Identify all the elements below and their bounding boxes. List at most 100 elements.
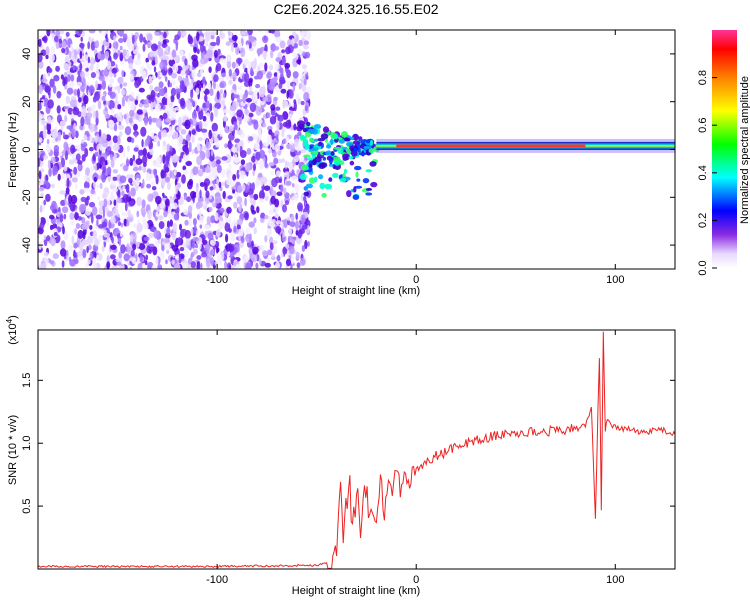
spectrogram-noise-blob [266, 221, 269, 227]
spectrogram-noise-blob [232, 71, 237, 81]
y-multiplier-label: (x104) [5, 315, 19, 345]
spectrogram-noise-blob [191, 135, 195, 144]
spectrogram-noise-blob [250, 67, 253, 76]
spectrogram-noise-blob [199, 182, 205, 187]
spectrogram-transition-blob [299, 135, 307, 140]
spectrogram-noise-blob [99, 182, 103, 190]
spectrogram-noise-blob [172, 222, 177, 233]
spectrogram-noise-blob [77, 229, 84, 239]
spectrogram-noise-blob [199, 189, 202, 199]
spectrogram-noise-blob [55, 65, 60, 72]
spectrogram-noise-blob [69, 259, 76, 267]
spectrogram-noise-blob [172, 244, 179, 252]
spectrogram-transition-blob [338, 139, 345, 144]
spectrogram-noise-blob [199, 210, 202, 217]
spectrogram-transition-blob [329, 157, 333, 165]
top-x-tick-label: -100 [206, 274, 228, 286]
spectrogram-noise-blob [292, 71, 299, 79]
spectrogram-noise-blob [214, 102, 221, 110]
spectrogram-noise-blob [285, 160, 288, 170]
spectrogram-noise-blob [118, 38, 124, 43]
spectrogram-noise-blob [169, 156, 173, 163]
spectrogram-noise-blob [64, 72, 68, 77]
spectrogram-noise-blob [128, 177, 133, 184]
spectrogram-noise-blob [196, 261, 201, 269]
spectrogram-noise-blob [191, 242, 196, 249]
spectrogram-noise-blob [169, 170, 172, 179]
spectrogram-noise-blob [78, 30, 83, 35]
spectrogram-noise-blob [52, 253, 59, 260]
spectrogram-noise-blob [134, 76, 138, 81]
spectrogram-noise-blob [38, 84, 43, 95]
spectrogram-noise-blob [263, 192, 269, 197]
spectrogram-transition-blob [324, 183, 333, 190]
spectrogram-noise-blob [280, 88, 287, 94]
spectrogram-noise-blob [113, 232, 118, 237]
spectrogram-noise-blob [255, 83, 261, 89]
spectrogram-noise-blob [150, 131, 155, 140]
spectrogram-transition-blob [308, 177, 316, 184]
spectrogram-noise-blob [209, 172, 212, 182]
spectrogram-noise-blob [192, 236, 199, 242]
spectrogram-noise-blob [218, 220, 224, 231]
spectrogram-noise-blob [113, 123, 118, 132]
spectrogram-noise-blob [86, 177, 91, 183]
spectrogram-noise-blob [42, 129, 47, 140]
spectrogram-noise-blob [185, 238, 191, 246]
spectrogram-noise-blob [166, 96, 171, 105]
spectrogram-noise-blob [68, 50, 72, 60]
spectrogram-transition-blob [363, 145, 371, 150]
spectrogram-noise-blob [291, 37, 295, 47]
spectrogram-noise-blob [213, 49, 218, 59]
spectrogram-noise-blob [102, 30, 107, 37]
spectrogram-noise-blob [126, 36, 132, 47]
spectrogram-noise-blob [245, 262, 252, 269]
spectrogram-noise-blob [269, 115, 277, 125]
spectrogram-noise-blob [221, 156, 228, 161]
spectrogram-noise-blob [85, 208, 91, 216]
bottom-y-tick-label: 1.0 [21, 436, 33, 451]
spectrogram-noise-blob [88, 36, 92, 43]
spectrogram-noise-blob [255, 106, 262, 116]
spectrogram-noise-blob [60, 240, 66, 250]
spectrogram-noise-blob [81, 154, 86, 162]
spectrogram-noise-blob [292, 183, 295, 188]
spectrogram-noise-blob [159, 61, 165, 70]
spectrogram-noise-blob [39, 114, 46, 119]
spectrogram-transition-blob [322, 126, 330, 133]
spectrogram-noise-blob [164, 118, 172, 123]
spectrogram-noise-blob [70, 220, 75, 226]
spectrogram-noise-blob [95, 80, 98, 90]
spectrogram-noise-blob [226, 60, 232, 69]
spectrogram-noise-blob [133, 49, 140, 55]
spectrogram-noise-blob [221, 99, 226, 105]
spectrogram-noise-blob [222, 190, 226, 200]
spectrogram-noise-blob [252, 199, 256, 207]
spectrogram-noise-blob [154, 55, 158, 65]
spectrogram-transition-blob [352, 140, 361, 145]
spectrogram-noise-blob [257, 124, 262, 134]
spectrogram-noise-blob [192, 110, 197, 121]
spectrogram-noise-blob [223, 115, 227, 122]
spectrogram-noise-blob [103, 232, 110, 238]
spectrogram-transition-blob [297, 120, 305, 128]
spectrogram-noise-blob [200, 262, 203, 269]
spectrogram-noise-blob [61, 47, 66, 54]
spectrogram-noise-blob [74, 145, 81, 150]
spectrogram-noise-blob [196, 155, 203, 166]
spectrogram-noise-blob [236, 157, 241, 163]
spectrogram-noise-blob [103, 100, 106, 105]
spectrogram-noise-blob [71, 128, 76, 138]
spectrogram-noise-blob [145, 254, 149, 261]
top-x-ticks: -100 0 100 [206, 30, 624, 286]
spectrogram-transition-blob [303, 154, 311, 158]
spectrogram-noise-blob [267, 249, 272, 256]
spectrogram-noise-blob [78, 203, 86, 213]
spectrogram-transition-blob [355, 171, 359, 178]
spectrogram-noise-blob [228, 245, 235, 252]
spectrogram-noise-blob [71, 177, 78, 183]
spectrogram-transition-blob [317, 142, 323, 147]
spectrogram-noise-blob [295, 93, 299, 100]
spectrogram-noise-blob [222, 92, 226, 99]
spectrogram-noise-blob [71, 235, 75, 245]
